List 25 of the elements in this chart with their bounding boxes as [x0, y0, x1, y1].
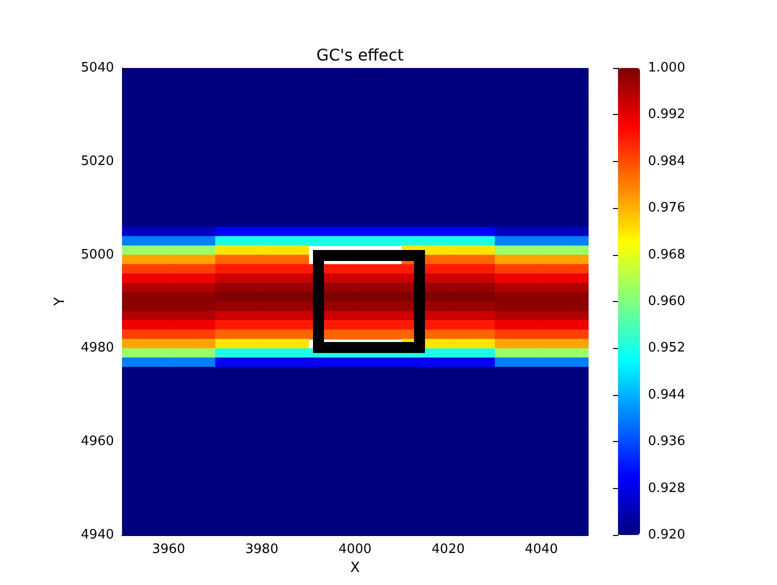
- color-bar-label: 0.952: [648, 340, 686, 356]
- color-bar-label: 0.928: [648, 480, 686, 496]
- color-bar-label: 0.984: [648, 154, 686, 169]
- color-bar-label: 0.960: [648, 294, 686, 309]
- x-axis-title: X: [350, 560, 360, 576]
- x-tick-label: 4000: [338, 542, 372, 557]
- x-tick-label: 3980: [245, 542, 278, 557]
- color-bar-label: 0.992: [648, 107, 686, 122]
- color-bar-label: 0.968: [648, 247, 686, 262]
- color-bar-label: 0.936: [648, 434, 686, 450]
- y-tick-label: 4980: [80, 340, 114, 356]
- y-tick-label: 5000: [80, 247, 114, 262]
- y-tick-label: 4960: [80, 434, 114, 450]
- y-tick-label: 5040: [80, 60, 114, 76]
- x-tick-label: 4020: [432, 542, 465, 557]
- x-tick-label: 3960: [152, 542, 186, 557]
- color-bar-label: 0.920: [648, 528, 686, 542]
- y-tick-label: 4940: [80, 528, 114, 542]
- y-tick-label: 5020: [80, 154, 114, 169]
- x-tick-label: 4040: [524, 542, 558, 557]
- color-bar-label: 1.000: [648, 60, 686, 76]
- chart-title: GC's effect: [316, 46, 404, 64]
- color-bar-label: 0.944: [648, 387, 686, 402]
- y-axis-title: Y: [52, 296, 68, 307]
- color-bar-label: 0.976: [648, 200, 686, 216]
